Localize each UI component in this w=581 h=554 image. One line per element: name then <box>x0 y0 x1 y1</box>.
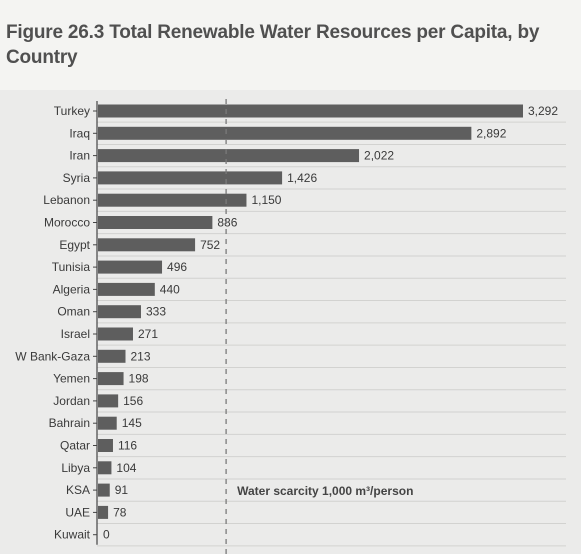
category-label: Israel <box>61 327 90 341</box>
bar <box>98 282 155 296</box>
category-label: Iraq <box>69 126 90 140</box>
bar <box>98 171 283 185</box>
value-label: 116 <box>118 439 137 453</box>
bar <box>98 349 126 363</box>
value-label: 78 <box>113 505 127 519</box>
bar <box>98 394 119 408</box>
value-label: 1,426 <box>287 171 317 185</box>
value-label: 156 <box>123 394 143 408</box>
category-label: Jordan <box>53 394 90 408</box>
category-label: Turkey <box>54 104 90 118</box>
value-label: 3,292 <box>528 104 558 118</box>
value-label: 1,150 <box>251 193 281 207</box>
value-label: 886 <box>217 216 237 230</box>
category-label: Tunisia <box>52 260 91 274</box>
category-label: Qatar <box>60 439 90 453</box>
category-label: Bahrain <box>49 416 90 430</box>
value-label: 496 <box>167 260 187 274</box>
value-label: 440 <box>160 282 180 296</box>
category-label: Kuwait <box>54 528 91 542</box>
value-label: 145 <box>122 416 142 430</box>
bar <box>98 238 196 252</box>
category-label: Morocco <box>44 216 90 230</box>
category-label: Egypt <box>59 238 90 252</box>
value-label: 104 <box>116 461 136 475</box>
value-label: 198 <box>129 372 149 386</box>
value-label: 333 <box>146 305 166 319</box>
bar <box>98 372 124 386</box>
value-label: 271 <box>138 327 158 341</box>
category-label: Algeria <box>53 282 91 296</box>
bar <box>98 193 247 207</box>
value-label: 0 <box>103 528 110 542</box>
category-label: Oman <box>57 305 90 319</box>
value-label: 752 <box>200 238 220 252</box>
category-label: UAE <box>65 505 90 519</box>
bar <box>98 260 163 274</box>
value-label: 91 <box>115 483 129 497</box>
category-label: Lebanon <box>43 193 90 207</box>
bar <box>98 416 117 430</box>
value-label: 2,892 <box>476 126 506 140</box>
category-label: W Bank-Gaza <box>15 349 90 363</box>
gridlines <box>97 121 566 547</box>
water-scarcity-annotation: Water scarcity 1,000 m³/person <box>237 484 413 498</box>
bar <box>98 483 110 497</box>
value-label: 213 <box>130 349 150 363</box>
category-label: Iran <box>69 149 90 163</box>
bar <box>98 104 523 118</box>
bar <box>98 149 360 163</box>
category-label: Yemen <box>53 372 90 386</box>
bar <box>98 216 213 229</box>
chart-title: Figure 26.3 Total Renewable Water Resour… <box>6 22 540 68</box>
category-label: Libya <box>61 461 90 475</box>
bar <box>98 126 472 140</box>
category-label: Syria <box>63 171 91 185</box>
value-label: 2,022 <box>364 149 394 163</box>
category-label: KSA <box>66 483 90 497</box>
bar <box>98 439 113 452</box>
bar <box>98 305 141 319</box>
bar <box>98 327 133 341</box>
bar <box>98 505 109 519</box>
bar <box>98 461 112 475</box>
